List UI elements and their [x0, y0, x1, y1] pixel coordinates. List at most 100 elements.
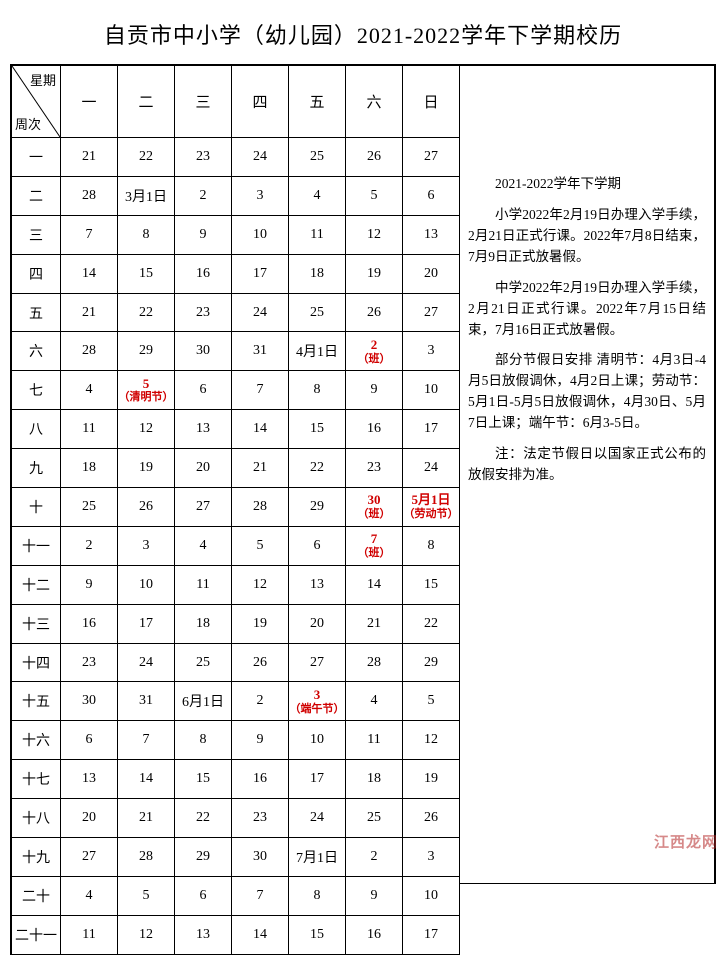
- date-cell: 31: [232, 332, 289, 371]
- date-cell: 20: [403, 254, 460, 293]
- date-cell: 25: [346, 799, 403, 838]
- date-cell: 22: [403, 604, 460, 643]
- date-cell: 27: [289, 643, 346, 682]
- table-row: 十五30316月1日23（端午节）45: [11, 682, 460, 721]
- date-cell: 5月1日（劳动节）: [403, 488, 460, 527]
- date-cell: 18: [289, 254, 346, 293]
- calendar-table: 星期 周次 一 二 三 四 五 六 日 一21222324252627二283月…: [10, 66, 460, 955]
- date-cell: 16: [346, 410, 403, 449]
- date-cell: 7: [61, 215, 118, 254]
- date-cell: 14: [346, 565, 403, 604]
- date-cell: 9: [61, 565, 118, 604]
- date-cell: 24: [232, 293, 289, 332]
- page-title: 自贡市中小学（幼儿园）2021-2022学年下学期校历: [10, 12, 716, 64]
- week-label: 二十: [11, 876, 61, 915]
- week-label: 五: [11, 293, 61, 332]
- date-cell: 29: [289, 488, 346, 527]
- date-cell: 15: [403, 565, 460, 604]
- date-cell: 5（清明节）: [118, 371, 175, 410]
- date-cell: 6: [403, 176, 460, 215]
- date-cell: 18: [61, 449, 118, 488]
- date-cell: 15: [289, 410, 346, 449]
- date-cell: 8: [403, 526, 460, 565]
- date-cell: 6: [289, 526, 346, 565]
- date-cell: 10: [403, 876, 460, 915]
- table-row: 十八20212223242526: [11, 799, 460, 838]
- date-cell: 28: [61, 176, 118, 215]
- date-cell: 26: [346, 293, 403, 332]
- date-cell: 17: [118, 604, 175, 643]
- date-cell: 11: [346, 721, 403, 760]
- date-cell: 11: [289, 215, 346, 254]
- date-cell: 31: [118, 682, 175, 721]
- date-cell: 25: [61, 488, 118, 527]
- week-label: 二: [11, 176, 61, 215]
- date-cell: 28: [346, 643, 403, 682]
- date-cell: 17: [232, 254, 289, 293]
- table-row: 十九272829307月1日23: [11, 838, 460, 877]
- table-row: 一21222324252627: [11, 138, 460, 177]
- table-row: 六282930314月1日2（班）3: [11, 332, 460, 371]
- table-row: 二283月1日23456: [11, 176, 460, 215]
- notes-paragraph: 中学2022年2月19日办理入学手续，2月21日正式行课。2022年7月15日结…: [468, 278, 706, 341]
- table-row: 十二9101112131415: [11, 565, 460, 604]
- date-cell: 30: [175, 332, 232, 371]
- date-cell: 23: [61, 643, 118, 682]
- date-cell: 9: [346, 371, 403, 410]
- notes-paragraph: 注：法定节假日以国家正式公布的放假安排为准。: [468, 444, 706, 486]
- table-row: 二十一11121314151617: [11, 915, 460, 954]
- date-cell: 8: [118, 215, 175, 254]
- day-header: 二: [118, 66, 175, 138]
- date-cell: 11: [61, 410, 118, 449]
- week-label: 十五: [11, 682, 61, 721]
- day-header: 一: [61, 66, 118, 138]
- notes-panel: 2021-2022学年下学期 小学2022年2月19日办理入学手续，2月21日正…: [460, 66, 716, 884]
- date-cell: 21: [118, 799, 175, 838]
- week-label: 二十一: [11, 915, 61, 954]
- date-cell: 10: [403, 371, 460, 410]
- date-cell: 15: [175, 760, 232, 799]
- date-cell: 5: [118, 876, 175, 915]
- week-label: 十一: [11, 526, 61, 565]
- notes-paragraph: 部分节假日安排 清明节：4月3日-4月5日放假调休，4月2日上课；劳动节：5月1…: [468, 350, 706, 434]
- table-row: 十一234567（班）8: [11, 526, 460, 565]
- date-cell: 23: [346, 449, 403, 488]
- table-row: 十四23242526272829: [11, 643, 460, 682]
- date-cell: 3月1日: [118, 176, 175, 215]
- date-cell: 25: [289, 138, 346, 177]
- day-header: 六: [346, 66, 403, 138]
- date-cell: 25: [289, 293, 346, 332]
- table-row: 十七13141516171819: [11, 760, 460, 799]
- date-cell: 3（端午节）: [289, 682, 346, 721]
- date-cell: 4月1日: [289, 332, 346, 371]
- date-cell: 20: [289, 604, 346, 643]
- date-cell: 15: [118, 254, 175, 293]
- date-cell: 22: [118, 293, 175, 332]
- table-row: 八11121314151617: [11, 410, 460, 449]
- date-cell: 29: [175, 838, 232, 877]
- date-cell: 22: [289, 449, 346, 488]
- date-cell: 30: [232, 838, 289, 877]
- date-cell: 24: [118, 643, 175, 682]
- week-label: 十九: [11, 838, 61, 877]
- date-cell: 19: [403, 760, 460, 799]
- date-cell: 26: [403, 799, 460, 838]
- week-label: 七: [11, 371, 61, 410]
- date-cell: 13: [61, 760, 118, 799]
- date-cell: 22: [175, 799, 232, 838]
- table-row: 十252627282930（班）5月1日（劳动节）: [11, 488, 460, 527]
- day-header: 日: [403, 66, 460, 138]
- date-cell: 10: [289, 721, 346, 760]
- date-cell: 12: [118, 410, 175, 449]
- date-cell: 4: [61, 876, 118, 915]
- table-body: 一21222324252627二283月1日23456三78910111213四…: [11, 138, 460, 955]
- date-cell: 5: [346, 176, 403, 215]
- date-cell: 5: [232, 526, 289, 565]
- date-cell: 8: [289, 876, 346, 915]
- week-label: 十三: [11, 604, 61, 643]
- date-cell: 6月1日: [175, 682, 232, 721]
- day-header: 五: [289, 66, 346, 138]
- date-cell: 18: [346, 760, 403, 799]
- day-header: 三: [175, 66, 232, 138]
- date-cell: 27: [61, 838, 118, 877]
